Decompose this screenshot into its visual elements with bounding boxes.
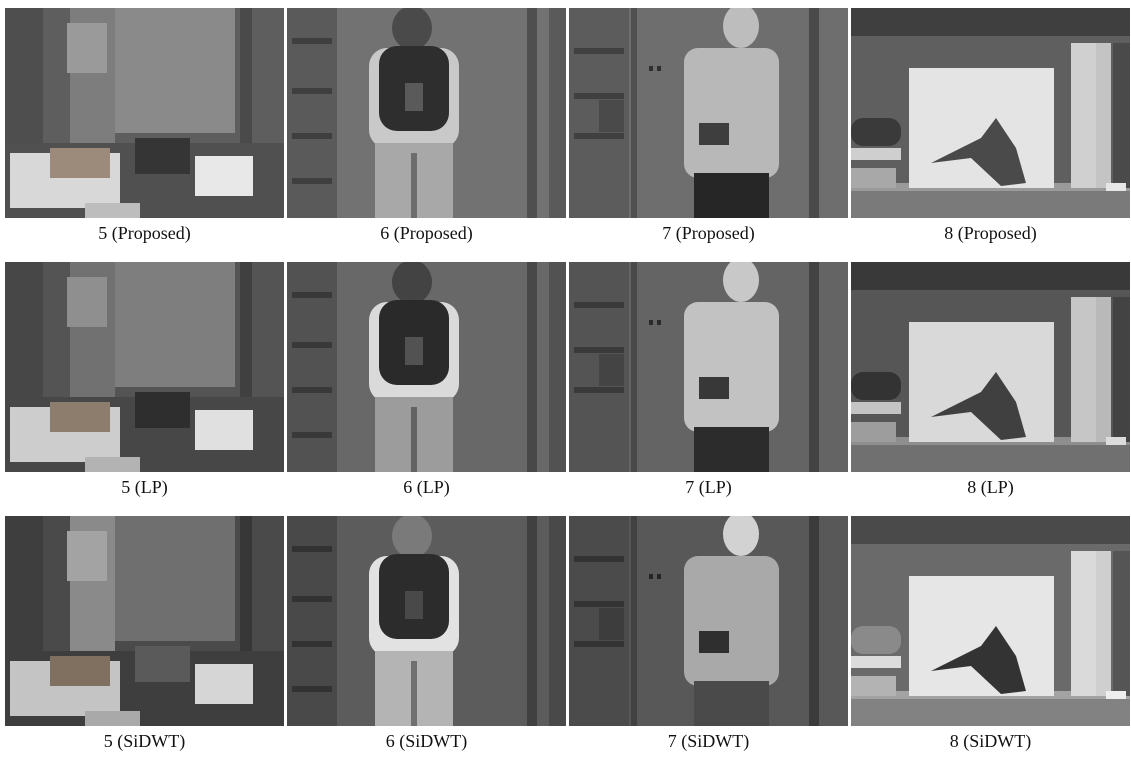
image-cell: 7 (LP) [569, 262, 848, 512]
image-cell: 6 (SiDWT) [287, 516, 566, 766]
fused-image-shelf-box [851, 8, 1130, 218]
image-caption: 8 (SiDWT) [949, 731, 1032, 751]
image-caption: 7 (Proposed) [662, 223, 755, 243]
row-lp: 5 (LP) [5, 262, 1130, 512]
image-cell: 6 (Proposed) [287, 8, 566, 258]
shelf-box-photo [851, 262, 1130, 472]
person-shirt-photo [569, 262, 848, 472]
image-caption: 6 (LP) [403, 477, 450, 497]
fused-image-shelf-box [851, 262, 1130, 472]
person-backpack-photo [287, 516, 566, 726]
fused-image-person-shirt [569, 8, 848, 218]
image-caption: 7 (SiDWT) [667, 731, 750, 751]
image-cell: 5 (LP) [5, 262, 284, 512]
office-desk-photo [5, 262, 284, 472]
image-cell: 8 (LP) [851, 262, 1130, 512]
fusion-results-grid: 5 (Proposed) [5, 8, 1130, 770]
fused-image-person-backpack [287, 262, 566, 472]
person-shirt-photo [569, 8, 848, 218]
fused-image-office-desk [5, 516, 284, 726]
fused-image-person-shirt [569, 516, 848, 726]
image-caption: 5 (SiDWT) [103, 731, 186, 751]
fused-image-person-shirt [569, 262, 848, 472]
fused-image-office-desk [5, 8, 284, 218]
image-caption: 8 (Proposed) [944, 223, 1037, 243]
image-caption: 6 (Proposed) [380, 223, 473, 243]
fused-image-person-backpack [287, 516, 566, 726]
person-backpack-photo [287, 8, 566, 218]
image-cell: 5 (Proposed) [5, 8, 284, 258]
image-caption: 7 (LP) [685, 477, 732, 497]
person-backpack-photo [287, 262, 566, 472]
shelf-box-photo [851, 8, 1130, 218]
row-proposed: 5 (Proposed) [5, 8, 1130, 258]
person-shirt-photo [569, 516, 848, 726]
image-caption: 5 (LP) [121, 477, 168, 497]
image-cell: 7 (Proposed) [569, 8, 848, 258]
image-caption: 5 (Proposed) [98, 223, 191, 243]
image-cell: 5 (SiDWT) [5, 516, 284, 766]
image-cell: 7 (SiDWT) [569, 516, 848, 766]
row-sidwt: 5 (SiDWT) [5, 516, 1130, 766]
image-cell: 8 (Proposed) [851, 8, 1130, 258]
fused-image-shelf-box [851, 516, 1130, 726]
shelf-box-photo [851, 516, 1130, 726]
image-caption: 8 (LP) [967, 477, 1014, 497]
image-caption: 6 (SiDWT) [385, 731, 468, 751]
image-cell: 6 (LP) [287, 262, 566, 512]
office-desk-photo [5, 8, 284, 218]
office-desk-photo [5, 516, 284, 726]
fused-image-office-desk [5, 262, 284, 472]
fused-image-person-backpack [287, 8, 566, 218]
image-cell: 8 (SiDWT) [851, 516, 1130, 766]
